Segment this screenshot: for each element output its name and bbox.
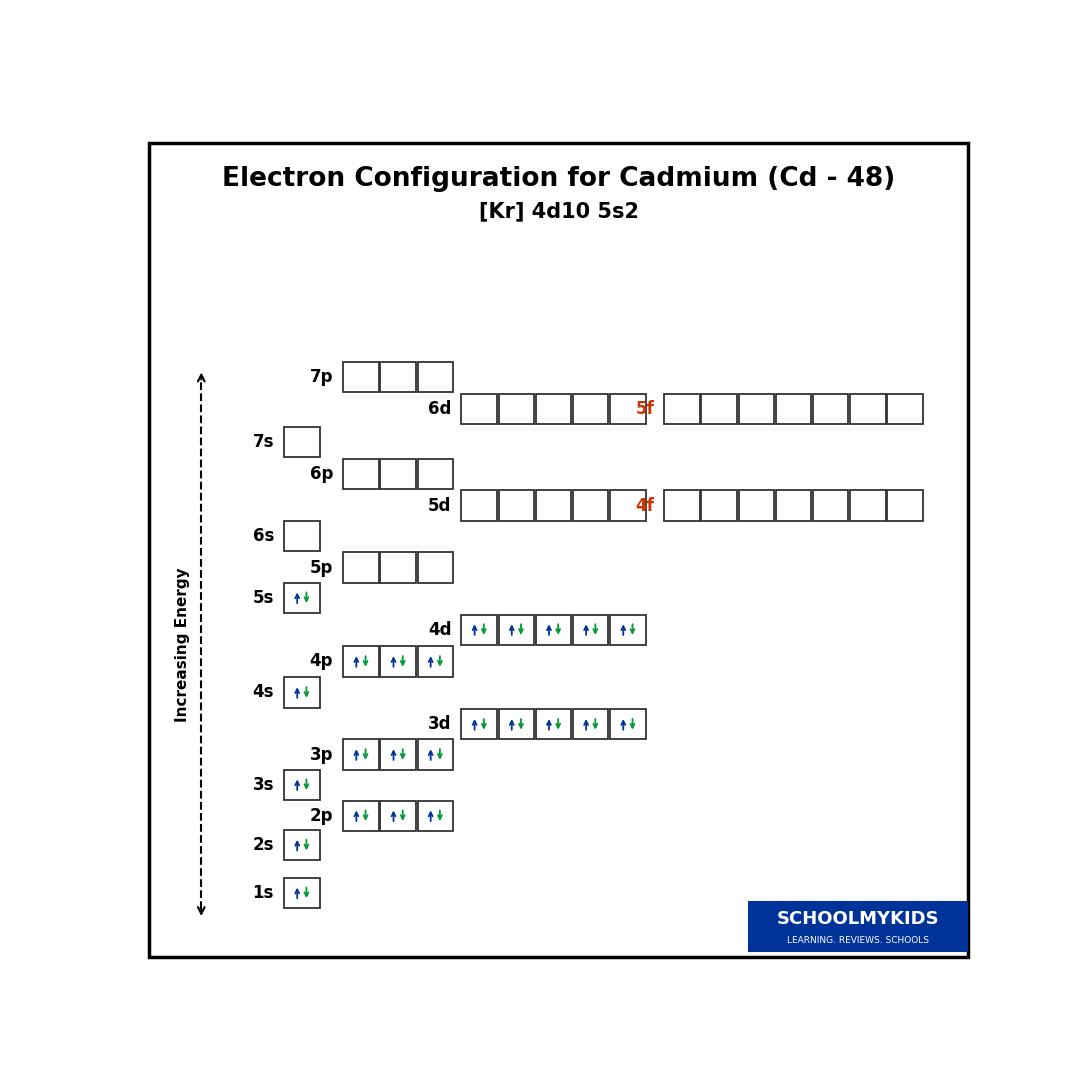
Bar	[664, 394, 700, 424]
Bar	[461, 614, 497, 645]
Text: 3p: 3p	[310, 746, 334, 763]
Bar	[610, 709, 645, 739]
Bar	[417, 552, 453, 583]
Bar	[610, 394, 645, 424]
Bar	[417, 458, 453, 489]
Bar	[284, 427, 319, 457]
Text: [Kr] 4d10 5s2: [Kr] 4d10 5s2	[479, 201, 639, 221]
Text: 4d: 4d	[428, 621, 451, 638]
Text: 2p: 2p	[310, 807, 334, 824]
Text: 7p: 7p	[310, 368, 334, 387]
Text: LEARNING. REVIEWS. SCHOOLS: LEARNING. REVIEWS. SCHOOLS	[787, 935, 929, 944]
Bar	[284, 583, 319, 613]
Bar	[461, 709, 497, 739]
Text: 4f: 4f	[635, 497, 654, 514]
Bar	[380, 800, 416, 831]
Bar	[776, 490, 811, 521]
Bar	[461, 394, 497, 424]
Bar	[610, 490, 645, 521]
Bar	[498, 709, 534, 739]
Bar	[536, 490, 571, 521]
Bar	[284, 830, 319, 860]
Bar	[664, 490, 700, 521]
Text: 2s: 2s	[253, 836, 274, 854]
Bar	[573, 490, 608, 521]
Bar	[573, 394, 608, 424]
Bar	[749, 902, 967, 951]
Bar	[701, 394, 737, 424]
Bar	[343, 647, 378, 676]
Text: 6p: 6p	[310, 465, 334, 482]
Bar	[536, 709, 571, 739]
Bar	[380, 739, 416, 770]
Bar	[461, 490, 497, 521]
Bar	[343, 552, 378, 583]
Bar	[284, 521, 319, 551]
Bar	[573, 614, 608, 645]
Bar	[536, 394, 571, 424]
Bar	[380, 552, 416, 583]
Bar	[850, 490, 885, 521]
Bar	[887, 490, 923, 521]
Text: 1s: 1s	[253, 884, 274, 902]
Bar	[284, 878, 319, 908]
Bar	[284, 770, 319, 799]
Bar	[498, 394, 534, 424]
Bar	[417, 647, 453, 676]
Text: 5p: 5p	[310, 559, 334, 576]
Text: 6s: 6s	[253, 527, 274, 544]
Bar	[343, 363, 378, 392]
Text: 4s: 4s	[253, 684, 274, 701]
Text: Increasing Energy: Increasing Energy	[175, 567, 191, 722]
Bar	[498, 490, 534, 521]
Bar	[343, 739, 378, 770]
Bar	[813, 394, 848, 424]
Bar	[417, 363, 453, 392]
Bar	[343, 458, 378, 489]
Text: 3d: 3d	[428, 715, 451, 733]
Bar	[536, 614, 571, 645]
Text: 5s: 5s	[253, 589, 274, 607]
Bar	[813, 490, 848, 521]
Bar	[573, 709, 608, 739]
Text: 3s: 3s	[253, 775, 274, 794]
Text: 6d: 6d	[428, 400, 451, 418]
Bar	[610, 614, 645, 645]
Bar	[776, 394, 811, 424]
Bar	[380, 647, 416, 676]
FancyBboxPatch shape	[149, 144, 968, 956]
Bar	[701, 490, 737, 521]
Text: 7s: 7s	[253, 432, 274, 451]
Text: 5d: 5d	[428, 497, 451, 514]
Bar	[343, 800, 378, 831]
Text: 4p: 4p	[310, 652, 334, 671]
Bar	[380, 458, 416, 489]
Bar	[739, 490, 774, 521]
Bar	[739, 394, 774, 424]
Text: 5f: 5f	[635, 400, 654, 418]
Bar	[417, 739, 453, 770]
Bar	[498, 614, 534, 645]
Bar	[887, 394, 923, 424]
Bar	[417, 800, 453, 831]
Bar	[284, 677, 319, 708]
Text: Electron Configuration for Cadmium (Cd - 48): Electron Configuration for Cadmium (Cd -…	[222, 167, 895, 193]
Bar	[380, 363, 416, 392]
Bar	[850, 394, 885, 424]
Text: SCHOOLMYKIDS: SCHOOLMYKIDS	[776, 910, 938, 928]
